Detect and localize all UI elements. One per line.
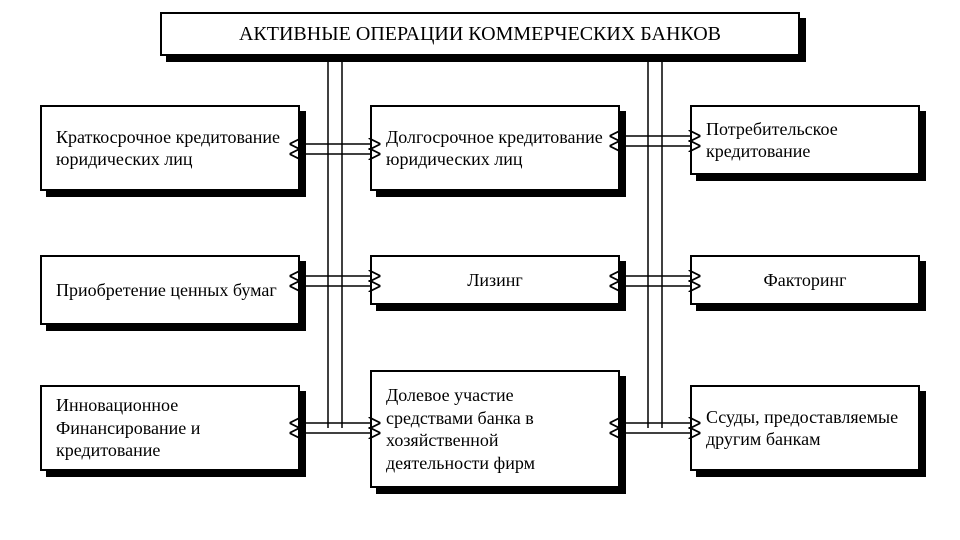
title-node: АКТИВНЫЕ ОПЕРАЦИИ КОММЕРЧЕСКИХ БАНКОВ <box>160 12 800 56</box>
node-n3: Потребительское кредитование <box>690 105 920 175</box>
node-box: Инновационное Финансирование и кредитова… <box>40 385 300 471</box>
node-n4: Приобретение ценных бумаг <box>40 255 300 325</box>
node-n9: Ссуды, предоставляемые другим банкам <box>690 385 920 471</box>
node-box: Приобретение ценных бумаг <box>40 255 300 325</box>
node-label: Приобретение ценных бумаг <box>56 279 277 302</box>
title-box: АКТИВНЫЕ ОПЕРАЦИИ КОММЕРЧЕСКИХ БАНКОВ <box>160 12 800 56</box>
node-label: Краткосрочное кредитование юридических л… <box>56 126 284 171</box>
node-n1: Краткосрочное кредитование юридических л… <box>40 105 300 191</box>
node-label: Инновационное Финансирование и кредитова… <box>56 394 284 462</box>
node-n7: Инновационное Финансирование и кредитова… <box>40 385 300 471</box>
node-n8: Долевое участие средствами банка в хозяй… <box>370 370 620 488</box>
node-n5: Лизинг <box>370 255 620 305</box>
node-label: Долгосрочное кредитование юридических ли… <box>386 126 604 171</box>
node-box: Факторинг <box>690 255 920 305</box>
node-n2: Долгосрочное кредитование юридических ли… <box>370 105 620 191</box>
node-box: Долевое участие средствами банка в хозяй… <box>370 370 620 488</box>
node-n6: Факторинг <box>690 255 920 305</box>
node-label: Ссуды, предоставляемые другим банкам <box>706 406 904 451</box>
node-box: Потребительское кредитование <box>690 105 920 175</box>
node-label: Лизинг <box>467 269 523 292</box>
node-box: Краткосрочное кредитование юридических л… <box>40 105 300 191</box>
node-box: Лизинг <box>370 255 620 305</box>
node-box: Ссуды, предоставляемые другим банкам <box>690 385 920 471</box>
node-box: Долгосрочное кредитование юридических ли… <box>370 105 620 191</box>
node-label: Долевое участие средствами банка в хозяй… <box>386 384 604 474</box>
node-label: Факторинг <box>764 269 847 292</box>
node-label: Потребительское кредитование <box>706 118 904 163</box>
title-label: АКТИВНЫЕ ОПЕРАЦИИ КОММЕРЧЕСКИХ БАНКОВ <box>239 22 721 47</box>
